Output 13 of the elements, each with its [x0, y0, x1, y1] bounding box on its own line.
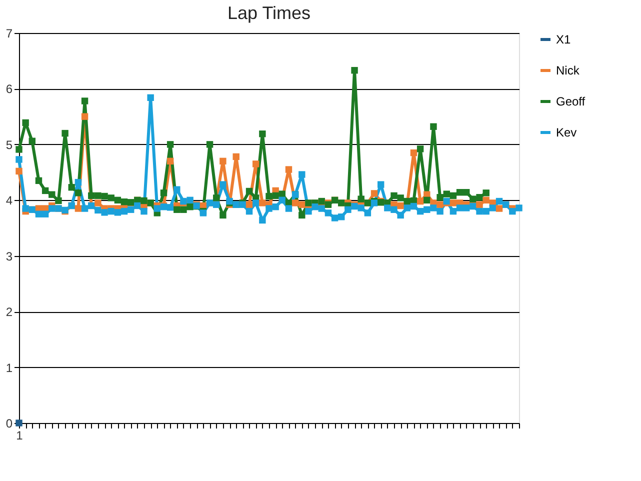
- y-tick-label: 3: [6, 249, 13, 264]
- legend-label: Nick: [556, 64, 580, 78]
- legend-label: Geoff: [556, 94, 586, 108]
- y-tick-label: 1: [6, 360, 13, 375]
- y-tick-label: 2: [6, 305, 13, 320]
- chart-title: Lap Times: [227, 3, 311, 23]
- legend-label: X1: [556, 32, 572, 46]
- y-tick-label: 7: [6, 26, 13, 40]
- y-tick-label: 4: [6, 194, 13, 208]
- y-tick-label: 5: [6, 138, 13, 152]
- y-tick-label: 6: [6, 82, 13, 96]
- legend-label: Kev: [556, 126, 577, 140]
- y-tick-label: 0: [6, 416, 13, 430]
